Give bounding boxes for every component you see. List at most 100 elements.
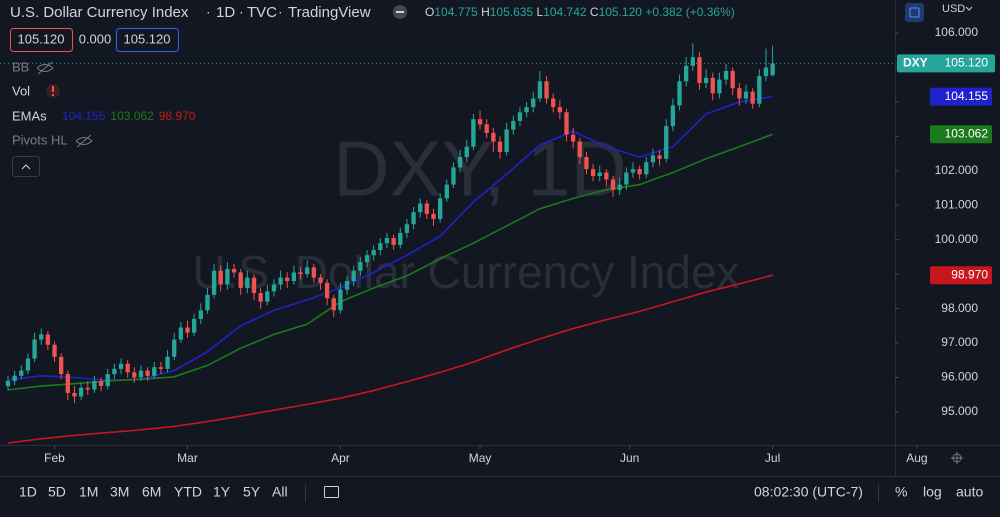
candle-body [338, 289, 343, 311]
range-button[interactable]: 3M [110, 484, 129, 500]
candle-body [737, 88, 742, 99]
candle-body [258, 293, 263, 302]
y-tick-label: 97.000 [941, 335, 978, 349]
candle-body [391, 237, 396, 245]
ohlc-letter: C [590, 5, 599, 19]
range-button[interactable]: YTD [174, 484, 202, 500]
indicator-bb[interactable]: BB [12, 59, 29, 74]
candle-body [431, 213, 436, 220]
candle-body [743, 91, 749, 99]
range-buttons: 1D 5D 1M 3M 6M YTD 1Y 5Y All [19, 484, 288, 500]
collapse-legend-button[interactable] [12, 156, 40, 177]
candle-body [92, 380, 97, 390]
goto-date-icon[interactable] [324, 486, 339, 498]
change-percent: (+0.36%) [686, 5, 735, 19]
candle-body [132, 372, 137, 378]
candle-body [145, 370, 150, 376]
ohlc-letter: H [481, 5, 490, 19]
candle-body [59, 356, 64, 375]
candle-body [118, 363, 124, 369]
pill-value: 98.970 [951, 267, 988, 281]
range-button[interactable]: 1M [79, 484, 98, 500]
price-pill [930, 125, 992, 144]
candle-body [484, 124, 489, 133]
candle-body [245, 277, 250, 288]
symbol-name[interactable]: U.S. Dollar Currency Index [10, 4, 189, 21]
interval[interactable]: 1D [216, 4, 235, 21]
candle-body [331, 298, 336, 311]
currency[interactable]: USD [942, 3, 965, 15]
range-button[interactable]: 1Y [213, 484, 231, 500]
y-tick-label: 102.000 [935, 163, 979, 177]
indicator-pivots[interactable]: Pivots HL [12, 132, 68, 147]
ohlc-letter: O [425, 5, 434, 19]
indicator-vol[interactable]: Vol [12, 83, 30, 98]
range-button[interactable]: 6M [142, 484, 161, 500]
indicator-emas[interactable]: EMAs [12, 108, 47, 123]
candle-body [152, 367, 157, 376]
error-mark [52, 86, 54, 92]
candle-body [112, 368, 117, 375]
y-tick-label: 96.000 [941, 370, 978, 384]
candle-body [677, 81, 682, 106]
candle-body [12, 375, 17, 381]
x-tick-label: Aug [906, 451, 927, 465]
candle-body [265, 291, 270, 302]
candle-body [630, 169, 636, 173]
log-toggle[interactable]: log [923, 484, 942, 500]
pill-value: 103.062 [945, 126, 989, 140]
candle-body [730, 70, 735, 89]
candle-body [318, 277, 323, 283]
candle-body [524, 107, 529, 113]
candle-body [172, 339, 177, 357]
candle-body [570, 134, 576, 142]
ema-line [7, 274, 773, 444]
price-pill [930, 266, 992, 285]
candle-body [324, 282, 330, 299]
candle-body [444, 184, 449, 199]
candle-body [517, 112, 523, 121]
hidden-icon[interactable] [75, 134, 93, 148]
candle-body [684, 65, 689, 82]
candle-body [125, 363, 130, 373]
candle-body [657, 155, 662, 159]
x-tick-label: Jun [620, 451, 639, 465]
candle-body [138, 370, 144, 378]
candle-body [451, 167, 456, 185]
buy-box[interactable] [116, 28, 179, 52]
range-button[interactable]: 5Y [243, 484, 261, 500]
candle-body [371, 250, 376, 256]
candle-body [664, 126, 669, 159]
low-value: 104.742 [543, 5, 587, 19]
candle-body [271, 284, 277, 292]
candle-body [251, 277, 257, 294]
fullscreen-button[interactable] [905, 3, 924, 22]
candle-body [231, 268, 237, 273]
y-tick-label: 100.000 [935, 232, 979, 246]
candle-body [311, 267, 316, 278]
percent-toggle[interactable]: % [895, 484, 907, 500]
hidden-icon[interactable] [36, 61, 54, 75]
candle-body [537, 81, 543, 99]
pill-value: 104.155 [945, 89, 989, 103]
candle-body [19, 370, 24, 376]
candle-body [39, 334, 44, 340]
candle-body [637, 169, 642, 175]
candle-body [564, 112, 569, 135]
candle-body [644, 162, 649, 175]
sell-box[interactable] [10, 28, 73, 52]
price-pill [930, 87, 992, 106]
buy-price: 105.120 [124, 31, 171, 46]
clock[interactable]: 08:02:30 (UTC-7) [754, 484, 863, 500]
pill-symbol: DXY [903, 56, 928, 70]
x-tick-label: Mar [177, 451, 198, 465]
auto-toggle[interactable]: auto [956, 484, 983, 500]
range-button[interactable]: 1D [19, 484, 37, 500]
range-button[interactable]: 5D [48, 484, 66, 500]
ema-value: 103.062 [110, 109, 154, 123]
collapse-icon [396, 11, 404, 13]
candle-body [25, 358, 31, 371]
candle-body [650, 155, 656, 163]
candle-body [703, 77, 709, 84]
range-button[interactable]: All [272, 484, 288, 500]
